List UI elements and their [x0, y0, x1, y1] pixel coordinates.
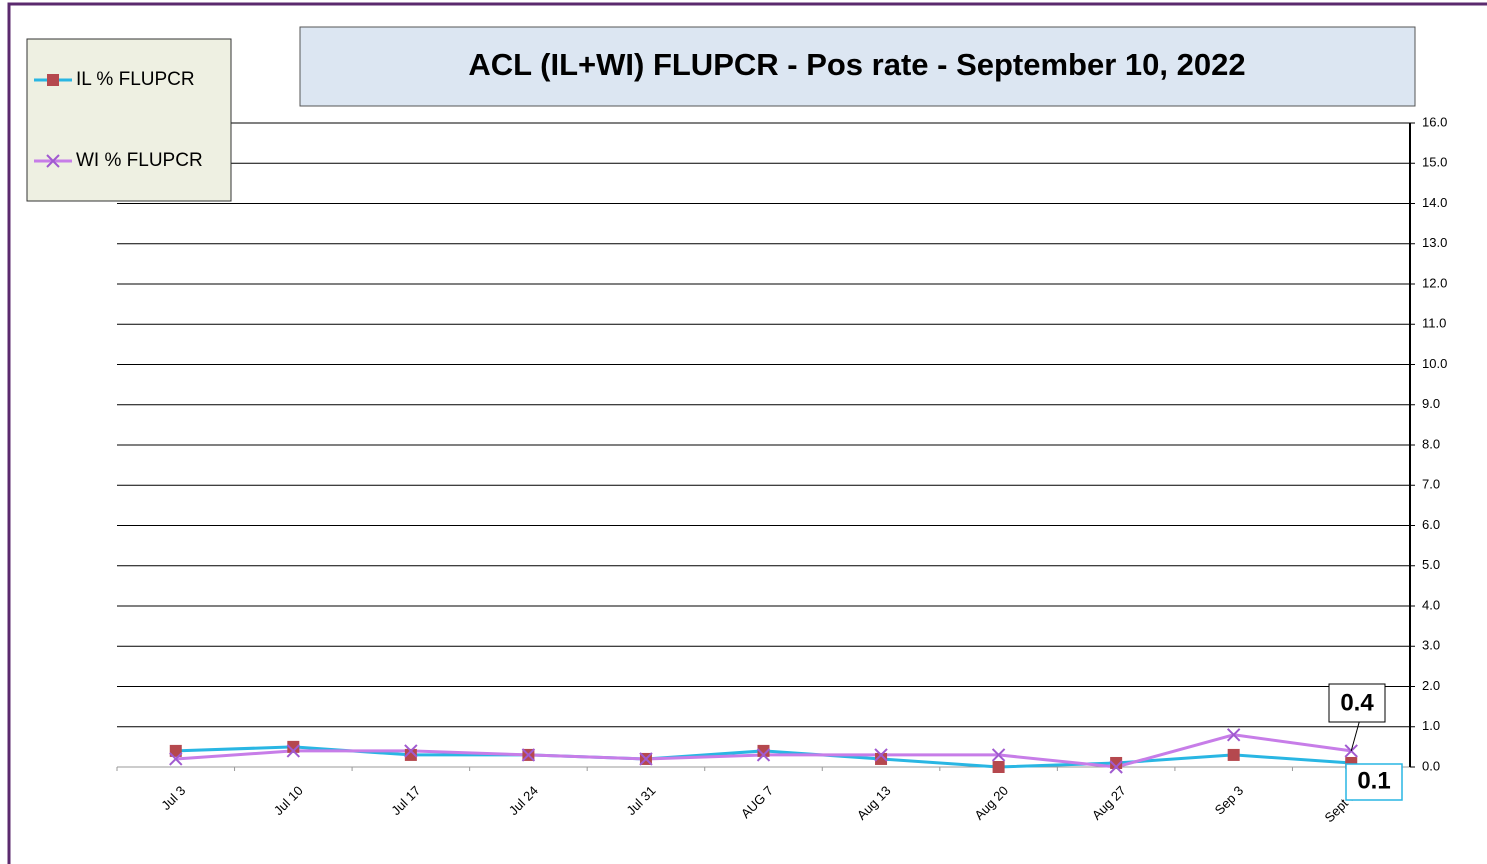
marker — [875, 752, 888, 765]
marker — [1109, 760, 1123, 774]
y-tick-label: 15.0 — [1422, 155, 1447, 170]
marker — [991, 748, 1006, 762]
label-leader — [1350, 721, 1360, 752]
legend-label: WI % FLUPCR — [76, 150, 203, 171]
y-tick-label: 13.0 — [1422, 235, 1447, 250]
data-label-box — [1328, 683, 1386, 723]
marker — [1226, 728, 1241, 742]
marker — [169, 744, 182, 757]
y-tick-label: 12.0 — [1422, 275, 1447, 290]
marker — [286, 744, 301, 758]
y-tick-label: 0.0 — [1422, 758, 1440, 773]
y-tick-label: 6.0 — [1422, 517, 1440, 532]
marker — [874, 748, 888, 762]
marker — [639, 752, 653, 766]
legend-label: IL % FLUPCR — [76, 69, 195, 90]
data-label-box — [1345, 763, 1403, 801]
title-box — [299, 26, 1416, 107]
marker — [287, 740, 300, 753]
marker — [404, 744, 418, 758]
marker — [404, 748, 417, 761]
marker — [1227, 748, 1240, 761]
marker — [521, 748, 536, 762]
y-tick-label: 7.0 — [1422, 477, 1440, 492]
legend-marker — [46, 154, 60, 168]
legend-marker — [47, 74, 59, 86]
legend-box — [26, 38, 232, 202]
frame — [7, 2, 1487, 864]
y-tick-label: 16.0 — [1422, 114, 1447, 129]
y-tick-label: 14.0 — [1422, 195, 1447, 210]
y-tick-label: 11.0 — [1422, 316, 1446, 331]
chart-title: ACL (IL+WI) FLUPCR - Pos rate - Septembe… — [468, 47, 1245, 82]
y-tick-label: 8.0 — [1422, 436, 1440, 451]
y-tick-label: 2.0 — [1422, 678, 1440, 693]
y-tick-label: 4.0 — [1422, 597, 1440, 612]
data-label: 0.1 — [1357, 767, 1390, 794]
y-tick-label: 10.0 — [1422, 356, 1447, 371]
marker — [169, 752, 183, 766]
marker — [992, 761, 1005, 773]
y-tick-label: 9.0 — [1422, 396, 1440, 411]
y-tick-label: 1.0 — [1422, 718, 1440, 733]
y-tick-label: 5.0 — [1422, 557, 1440, 572]
data-label: 0.4 — [1340, 689, 1374, 716]
y-tick-label: 3.0 — [1422, 638, 1440, 653]
marker — [1110, 756, 1123, 769]
marker — [757, 744, 770, 757]
marker — [756, 748, 771, 762]
